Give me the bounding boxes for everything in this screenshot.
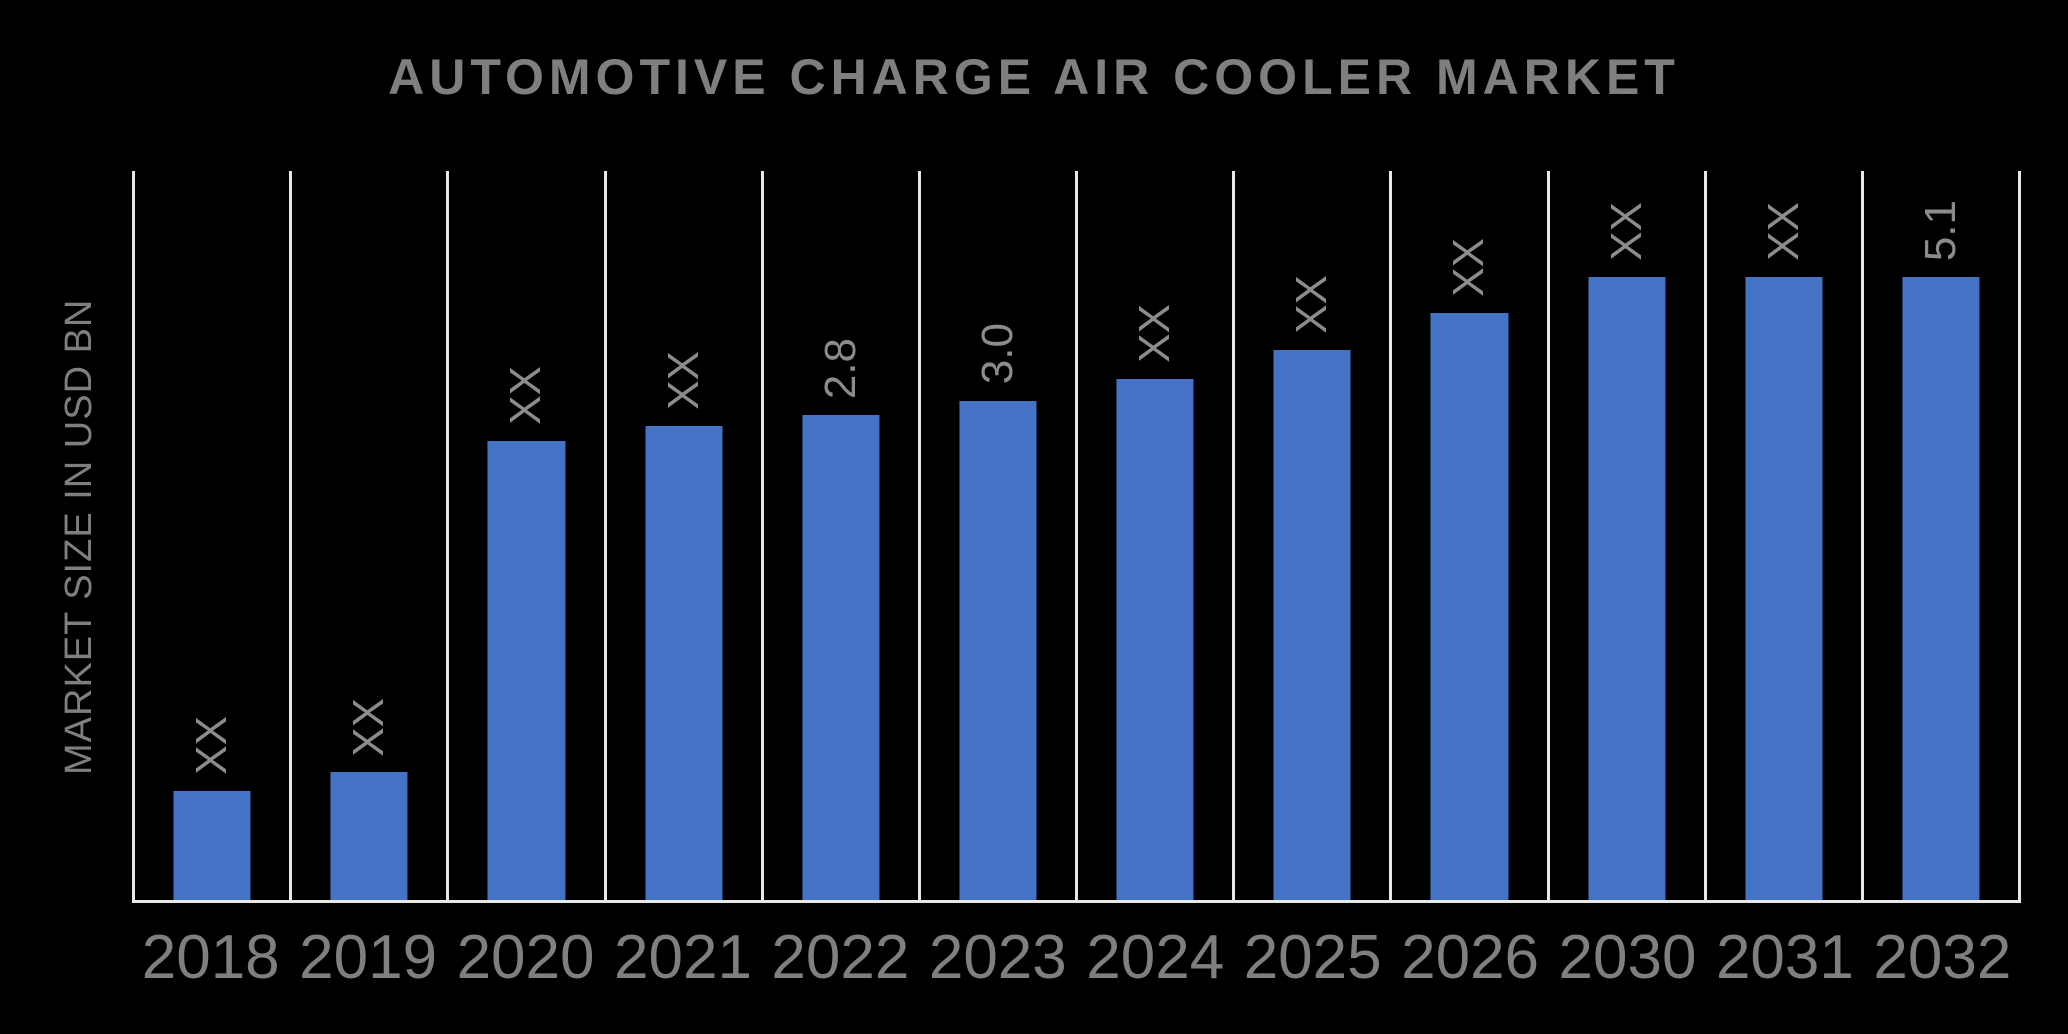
category-cell-2020: XX (449, 171, 607, 900)
bar-value-label-2018: XX (187, 715, 237, 775)
x-axis-label-2022: 2022 (771, 923, 910, 992)
bar-value-label-2020: XX (501, 366, 551, 425)
bar-value-label-2032: 5.1 (1915, 199, 1965, 261)
bar-value-label-2021: XX (658, 351, 708, 411)
bar-2030 (1588, 276, 1666, 900)
bar-value-label-2030: XX (1601, 202, 1651, 261)
x-axis-label-2030: 2030 (1558, 923, 1697, 992)
bar-2031 (1745, 276, 1823, 900)
bar-2032 (1902, 276, 1980, 900)
category-cell-2021: XX (607, 171, 764, 900)
bar-value-label-2026: XX (1444, 238, 1494, 298)
y-axis-label: MARKET SIZE IN USD BN (58, 298, 100, 776)
x-axis-label-2024: 2024 (1086, 923, 1225, 992)
bar-value-label-2025: XX (1287, 274, 1337, 334)
category-cell-2024: XX (1078, 171, 1236, 900)
x-axis-label-2018: 2018 (141, 923, 280, 992)
x-axis-labels: 2018 2019 2020 2021 2022 2023 2024 2025 2026 2030… (132, 922, 2021, 993)
bar-value-label-2031: XX (1758, 202, 1808, 261)
category-cell-2031: XX (1707, 171, 1864, 900)
category-cell-2022: 2.8 (764, 171, 921, 900)
x-axis-label-2021: 2021 (614, 923, 752, 992)
bar-value-label-2023: 3.0 (972, 323, 1022, 385)
x-axis-label-2032: 2032 (1873, 923, 2012, 992)
bar-value-label-2019: XX (344, 697, 394, 757)
x-axis-label-2019: 2019 (299, 923, 438, 992)
x-axis-label-2026: 2026 (1401, 923, 1540, 992)
bar-2023 (959, 400, 1037, 900)
x-axis-label-2025: 2025 (1243, 923, 1382, 992)
category-cell-2030: XX (1550, 171, 1707, 900)
chart-title: AUTOMOTIVE CHARGE AIR COOLER MARKET (388, 49, 1680, 105)
category-cell-2026: XX (1392, 171, 1550, 900)
x-axis-label-2031: 2031 (1715, 923, 1854, 992)
bar-2021 (645, 426, 723, 900)
plot-area: XX XX XX XX 2.8 3.0 XX XX XX XX XX 5.1 (132, 171, 2022, 903)
bar-value-label-2024: XX (1130, 304, 1180, 363)
bar-2020 (487, 440, 565, 900)
category-cell-2023: 3.0 (921, 171, 1079, 900)
x-axis-label-2023: 2023 (928, 923, 1067, 992)
bar-value-label-2022: 2.8 (815, 338, 865, 400)
bar-2024 (1116, 378, 1194, 900)
bar-2025 (1273, 349, 1351, 900)
bar-2018 (173, 790, 251, 900)
x-axis-label-2020: 2020 (456, 923, 595, 992)
category-cell-2019: XX (292, 171, 450, 900)
bar-2022 (802, 415, 880, 900)
bar-2026 (1430, 313, 1508, 900)
bar-2019 (330, 772, 408, 900)
category-cell-2018: XX (135, 171, 293, 900)
category-cell-2025: XX (1235, 171, 1393, 900)
category-cell-2032: 5.1 (1864, 171, 2022, 900)
